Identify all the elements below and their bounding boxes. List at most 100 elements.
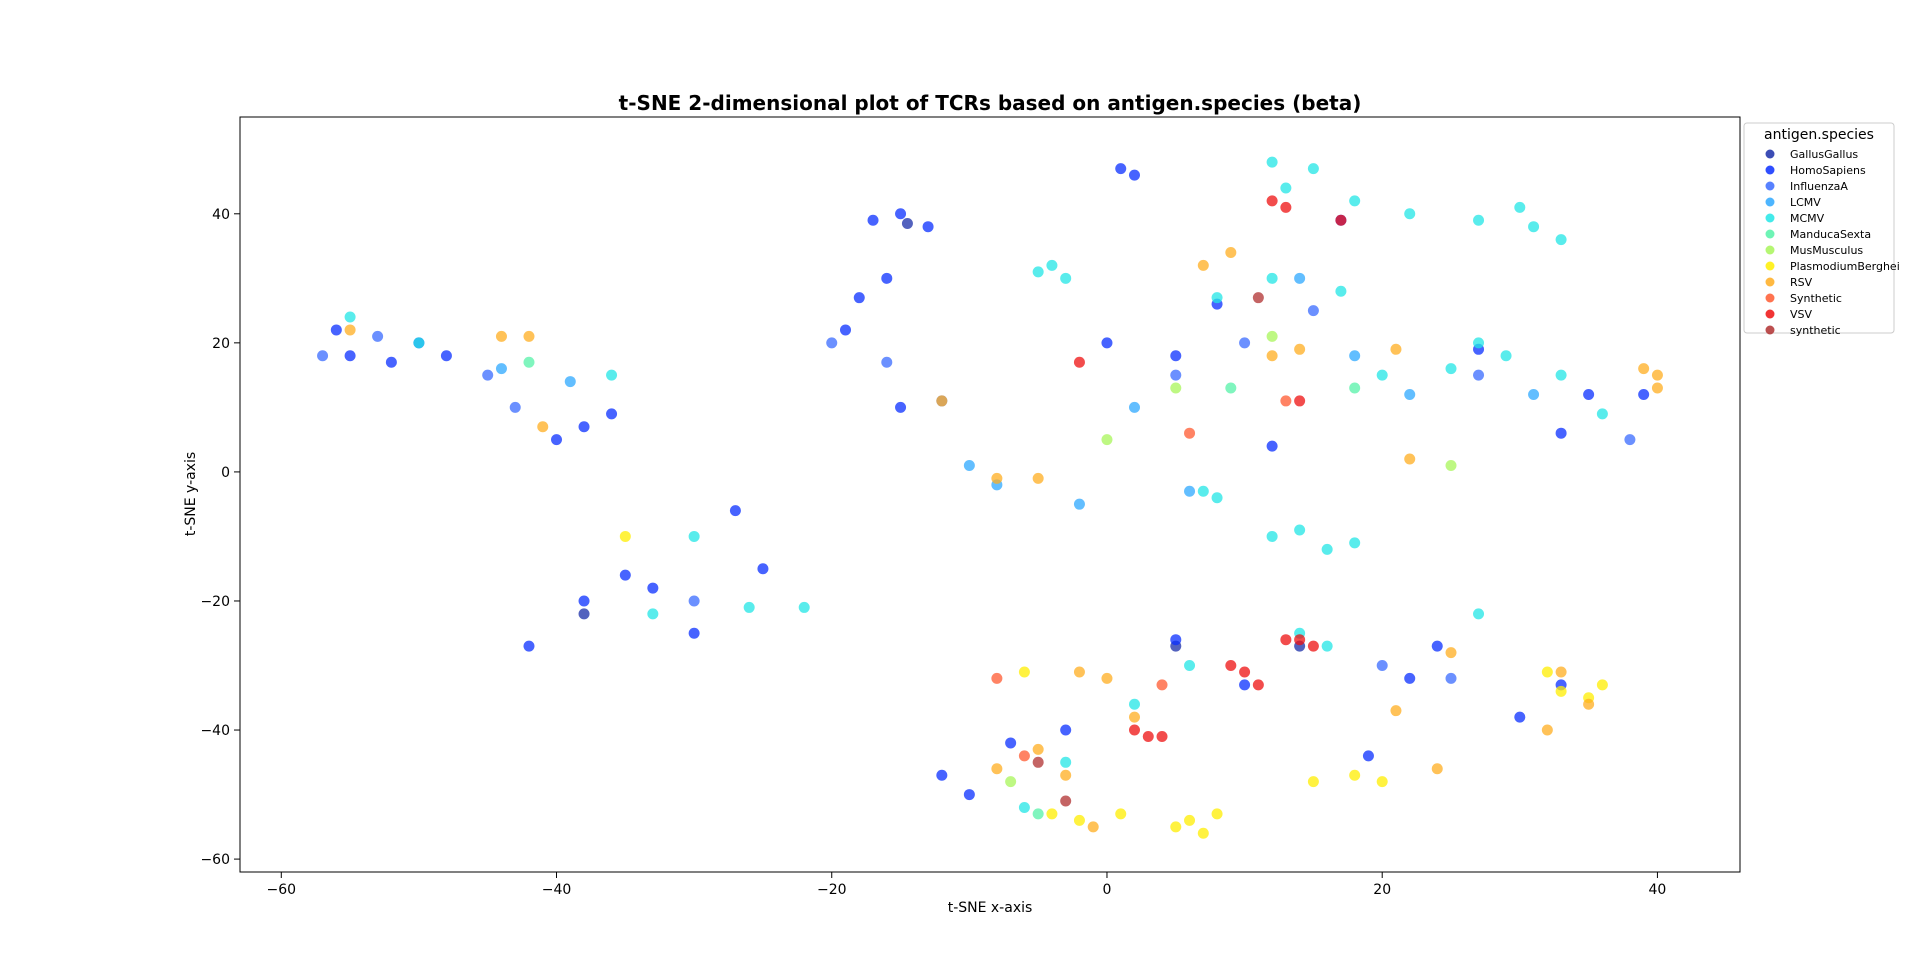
point-vsv [1294,395,1306,407]
point-manducasexta [1032,808,1044,820]
point-gallusgallus [901,217,913,229]
point-plasmodiumberghei [1307,776,1319,788]
point-vsv [1156,730,1168,742]
point-homosapiens [1101,337,1113,349]
point-homosapiens [1128,169,1140,181]
x-axis-ticks: −60 −40 −20 0 20 40 [267,872,1666,898]
point-mcmv [743,601,755,613]
point-homosapiens [606,408,618,420]
point-plasmodiumberghei [1197,827,1209,839]
point-mcmv [647,608,659,620]
point-rsv [1101,672,1113,684]
point-influenzaa [1473,369,1485,381]
point-rsv [1390,343,1402,355]
point-manducasexta [523,356,535,368]
point-homosapiens [881,272,893,284]
point-plasmodiumberghei [1555,685,1567,697]
point-homosapiens [922,221,934,233]
point-homosapiens [385,356,397,368]
x-tick-label: −20 [817,882,847,898]
legend-label: HomoSapiens [1790,164,1866,177]
point-musmusculus [1266,330,1278,342]
point-rsv [1032,472,1044,484]
point-mcmv [1307,163,1319,175]
point-mcmv [1321,543,1333,555]
point-rsv [1651,369,1663,381]
point-gallusgallus [578,608,590,620]
point-homosapiens [1404,672,1416,684]
point-mcmv [1211,492,1223,504]
y-tick-label: 20 [212,336,230,352]
legend-label: RSV [1790,276,1813,289]
point-homosapiens [936,769,948,781]
point-rsv [1225,247,1237,259]
legend-marker-lcmv [1765,197,1775,207]
point-homosapiens [1115,163,1127,175]
x-tick-label: −40 [542,882,572,898]
point-synthetic [991,672,1003,684]
point-homosapiens [963,789,975,801]
legend-marker-synthetic [1765,325,1775,335]
point-lcmv [963,459,975,471]
point-mcmv [1060,272,1072,284]
point-influenzaa [1170,369,1182,381]
legend-marker-vsv [1765,309,1775,319]
point-lcmv [564,376,576,388]
point-influenzaa [826,337,838,349]
point-rsv [991,763,1003,775]
point-rsv [1294,343,1306,355]
point-homosapiens [578,421,590,433]
point-synthetic [1252,292,1264,304]
point-lcmv [1349,350,1361,362]
point-plasmodiumberghei [1073,814,1085,826]
point-homosapiens [440,350,452,362]
y-tick-label: −60 [200,852,230,868]
point-plasmodiumberghei [619,530,631,542]
point-mcmv [1060,756,1072,768]
point-vsv [1307,640,1319,652]
point-synthetic [1032,756,1044,768]
point-homosapiens [1431,640,1443,652]
legend-label: synthetic [1790,324,1841,337]
point-lcmv [1528,388,1540,400]
point-plasmodiumberghei [1170,821,1182,833]
point-homosapiens [1060,724,1072,736]
point-influenzaa [372,330,384,342]
point-homosapiens [1514,711,1526,723]
legend-title: antigen.species [1764,127,1874,143]
plot-frame [239,116,1741,873]
point-mcmv [1184,660,1196,672]
legend-marker-influenzaa [1765,181,1775,191]
point-mcmv [1349,195,1361,207]
point-plasmodiumberghei [1018,666,1030,678]
point-rsv [344,324,356,336]
point-vsv [1280,634,1292,646]
point-rsv [523,330,535,342]
y-tick-label: −20 [200,594,230,610]
point-homosapiens [1583,388,1595,400]
y-tick-label: −40 [200,723,230,739]
point-musmusculus [1005,776,1017,788]
y-axis-ticks: −60 −40 −20 0 20 40 [200,207,240,868]
point-influenzaa [688,595,700,607]
point-vsv [1225,660,1237,672]
point-mcmv [1294,524,1306,536]
point-lcmv [495,363,507,375]
point-rsv [1651,382,1663,394]
point-homosapiens [840,324,852,336]
legend-label: GallusGallus [1790,148,1858,161]
point-homosapiens [688,627,700,639]
point-lcmv [1128,401,1140,413]
point-plasmodiumberghei [1184,814,1196,826]
point-homosapiens [1005,737,1017,749]
point-mcmv [1376,369,1388,381]
point-homosapiens [619,569,631,581]
point-influenzaa [1239,337,1251,349]
point-mcmv [1018,801,1030,813]
legend-items: GallusGallus HomoSapiens InfluenzaA LCMV MCM… [1765,148,1900,337]
point-mcmv [1335,285,1347,297]
point-mcmv [344,311,356,323]
point-synthetic [1060,795,1072,807]
legend-box [1743,122,1895,334]
data-points [317,156,1663,839]
